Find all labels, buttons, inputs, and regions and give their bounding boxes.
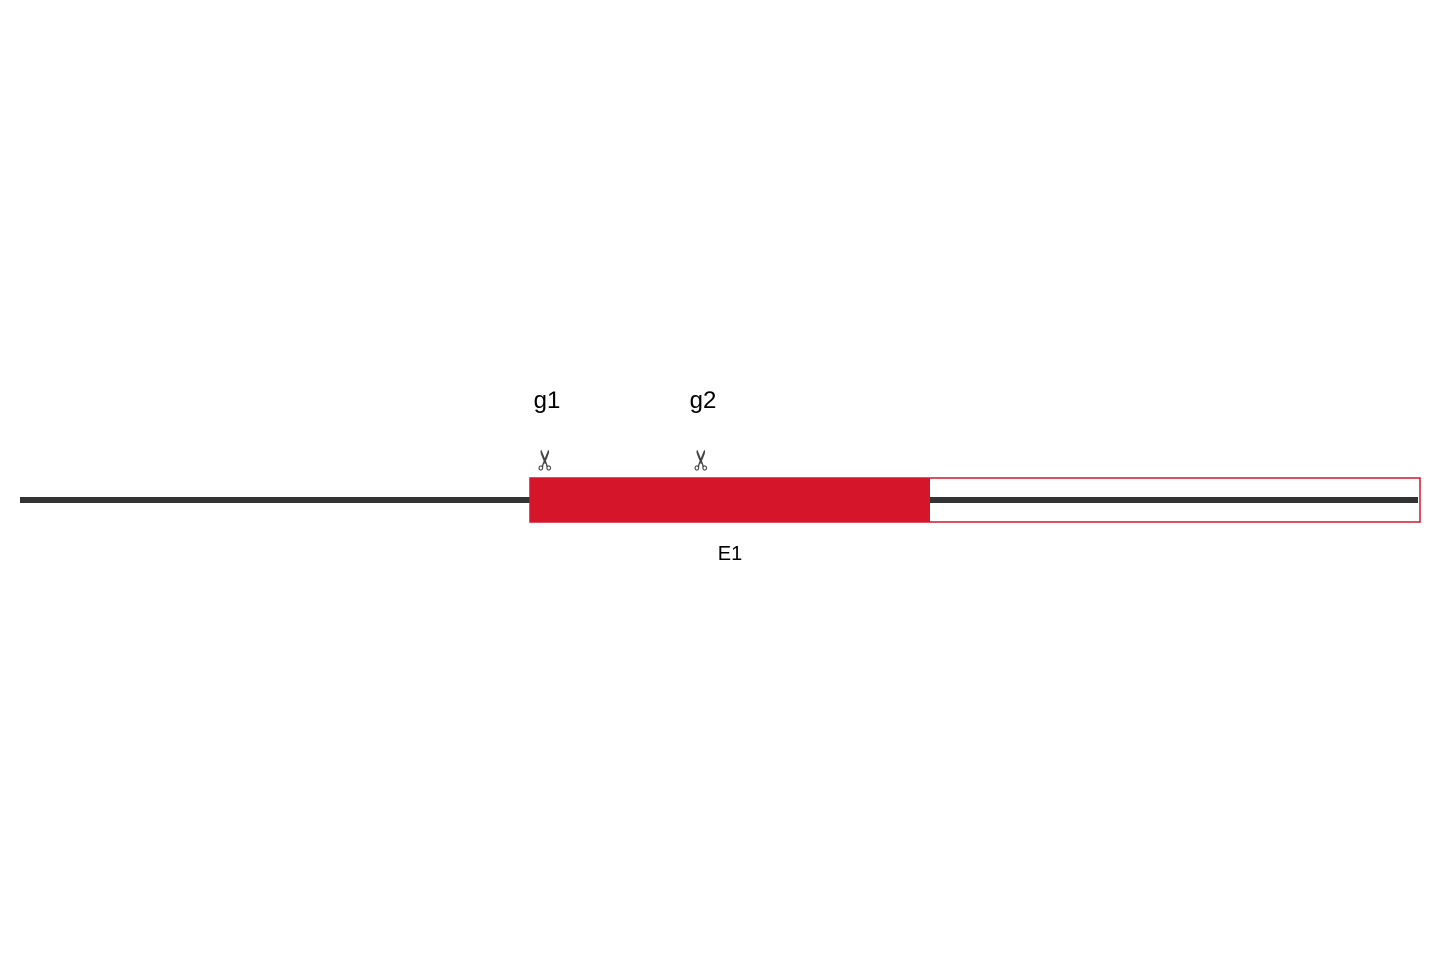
scissors-icon: ✂	[686, 448, 717, 471]
guide-label-g2: g2	[690, 387, 717, 414]
target-region	[530, 478, 930, 522]
exon-label: E1	[718, 543, 742, 565]
scissors-icon: ✂	[530, 448, 561, 471]
guide-label-g1: g1	[534, 387, 561, 414]
